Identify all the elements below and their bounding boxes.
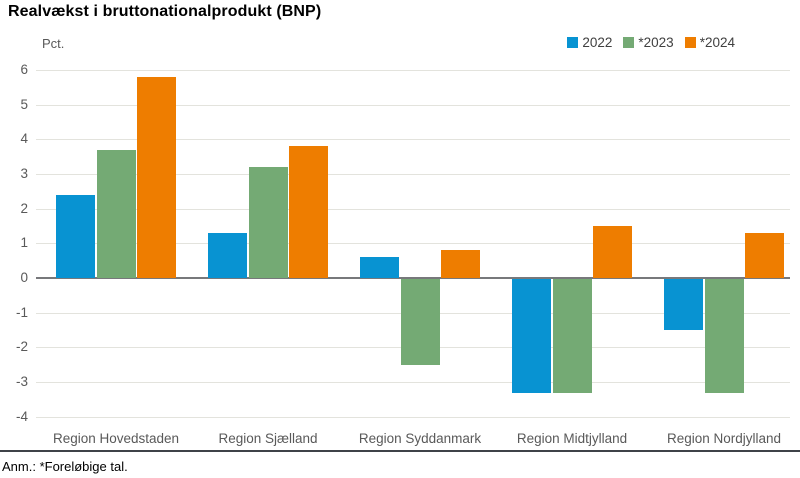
bar-2022-region-sj-lland [208,233,247,278]
bar-2023-region-hovedstaden [97,150,136,278]
x-axis-label-region-hovedstaden: Region Hovedstaden [52,431,180,446]
y-tick-label--1: -1 [15,305,28,320]
x-axis-label-region-midtjylland: Region Midtjylland [516,431,628,446]
legend-label: 2022 [582,35,613,50]
y-tick-label--2: -2 [15,339,28,354]
bar-2023-region-midtjylland [553,279,592,393]
legend: 2022 *2023 *2024 [567,35,735,50]
bar-2024-region-nordjylland [745,233,784,278]
bar-2022-region-hovedstaden [56,195,95,278]
y-tick-label-1: 1 [20,235,28,250]
y-axis-unit-label: Pct. [42,36,65,51]
gridline-y--3 [36,382,790,383]
legend-label: *2023 [638,35,674,50]
legend-entry-2023: *2023 [623,35,674,50]
x-axis-label-region-nordjylland: Region Nordjylland [666,431,782,446]
bar-2022-region-midtjylland [512,279,551,393]
bar-2024-region-midtjylland [593,226,632,278]
gridline-y-2 [36,209,790,210]
legend-swatch-icon [567,37,579,48]
x-axis-label-region-syddanmark: Region Syddanmark [358,431,482,446]
y-tick-label-2: 2 [20,201,28,216]
gridline-y-5 [36,105,790,106]
legend-swatch-icon [623,37,635,48]
chart-title: Realvækst i bruttonationalprodukt (BNP) [8,3,322,20]
legend-label: *2024 [699,35,735,50]
gridline-y--4 [36,417,790,418]
legend-entry-2022: 2022 [567,35,612,50]
y-tick-label-6: 6 [20,62,28,77]
gridline-y-3 [36,174,790,175]
y-tick-label--3: -3 [15,374,28,389]
bar-2023-region-sj-lland [249,167,288,278]
bar-2024-region-sj-lland [289,146,328,278]
legend-swatch-icon [684,37,696,48]
y-tick-label--4: -4 [15,409,28,424]
y-tick-label-5: 5 [20,97,28,112]
legend-entry-2024: *2024 [684,35,735,50]
x-axis-label-region-sj-lland: Region Sjælland [218,431,318,446]
y-tick-label-4: 4 [20,131,28,146]
gridline-y-4 [36,139,790,140]
bar-2024-region-syddanmark [441,250,480,278]
gridline-y-1 [36,243,790,244]
gridline-y-6 [36,70,790,71]
bar-2022-region-nordjylland [664,279,703,330]
footnote: Anm.: *Foreløbige tal. [2,459,128,474]
zero-axis-line [36,277,790,279]
footer-separator-line [0,450,800,452]
bar-2023-region-nordjylland [705,279,744,393]
bar-2024-region-hovedstaden [137,77,176,278]
y-tick-label-0: 0 [20,270,28,285]
bar-2022-region-syddanmark [360,257,399,278]
bar-2023-region-syddanmark [401,279,440,365]
y-tick-label-3: 3 [20,166,28,181]
